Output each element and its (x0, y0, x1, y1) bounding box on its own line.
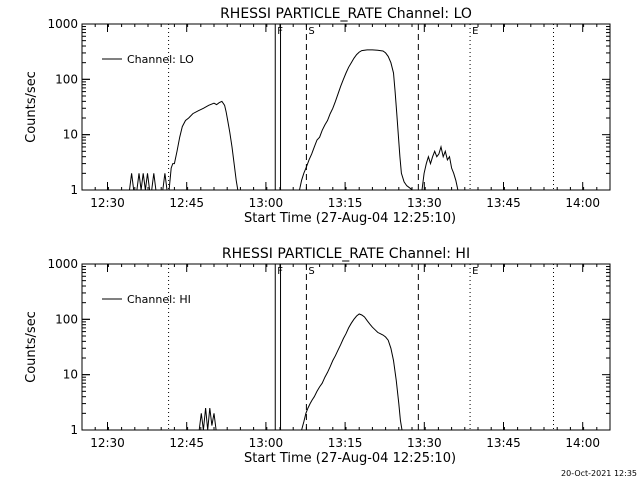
x-tick-label: 13:30 (407, 196, 442, 210)
series-line-1-segment-1 (129, 173, 157, 191)
y-tick-label: 1 (70, 423, 78, 437)
y-axis-label: Counts/sec (24, 311, 39, 383)
x-tick-label: 13:15 (328, 436, 363, 450)
marker-label-e: E (472, 266, 478, 277)
x-tick-label: 14:00 (565, 436, 600, 450)
x-tick-label: 12:45 (169, 436, 204, 450)
y-tick-label: 100 (55, 72, 78, 86)
timestamp: 20-Oct-2021 12:35 (561, 469, 637, 478)
x-tick-label: 12:30 (90, 196, 125, 210)
marker-label-s: S (308, 266, 314, 277)
series-line-1-segment-3 (299, 49, 413, 191)
x-tick-label: 13:45 (486, 196, 521, 210)
legend-label: Channel: LO (127, 53, 194, 66)
x-tick-label: 12:30 (90, 436, 125, 450)
series-line-1-segment-2 (162, 100, 239, 191)
x-tick-label: 13:00 (249, 436, 284, 450)
chart-title: RHESSI PARTICLE_RATE Channel: LO (220, 6, 472, 22)
series-line-1-segment-2 (301, 313, 403, 431)
y-tick-label: 1 (70, 183, 78, 197)
series-line-1-segment-1 (198, 407, 217, 431)
y-tick-label: 1000 (47, 257, 78, 271)
chart-panel-2: RHESSI PARTICLE_RATE Channel: HIFSE11010… (24, 246, 611, 466)
y-tick-label: 10 (63, 128, 78, 142)
chart-panel-1: RHESSI PARTICLE_RATE Channel: LOFSE11010… (24, 6, 611, 226)
plot-frame (81, 263, 611, 431)
x-tick-label: 13:15 (328, 196, 363, 210)
y-tick-label: 10 (63, 368, 78, 382)
x-axis-label: Start Time (27-Aug-04 12:25:10) (244, 211, 456, 226)
x-tick-label: 12:45 (169, 196, 204, 210)
x-tick-label: 14:00 (565, 196, 600, 210)
legend-label: Channel: HI (127, 293, 191, 306)
x-axis-label: Start Time (27-Aug-04 12:25:10) (244, 451, 456, 466)
plot-frame (81, 23, 611, 191)
chart-title: RHESSI PARTICLE_RATE Channel: HI (222, 246, 470, 262)
x-tick-label: 13:45 (486, 436, 521, 450)
marker-label-s: S (308, 26, 314, 37)
y-tick-label: 1000 (47, 17, 78, 31)
y-tick-label: 100 (55, 312, 78, 326)
series-line-1-segment-4 (421, 144, 459, 191)
marker-label-e: E (472, 26, 478, 37)
y-axis-label: Counts/sec (24, 71, 39, 143)
x-tick-label: 13:00 (249, 196, 284, 210)
x-tick-label: 13:30 (407, 436, 442, 450)
